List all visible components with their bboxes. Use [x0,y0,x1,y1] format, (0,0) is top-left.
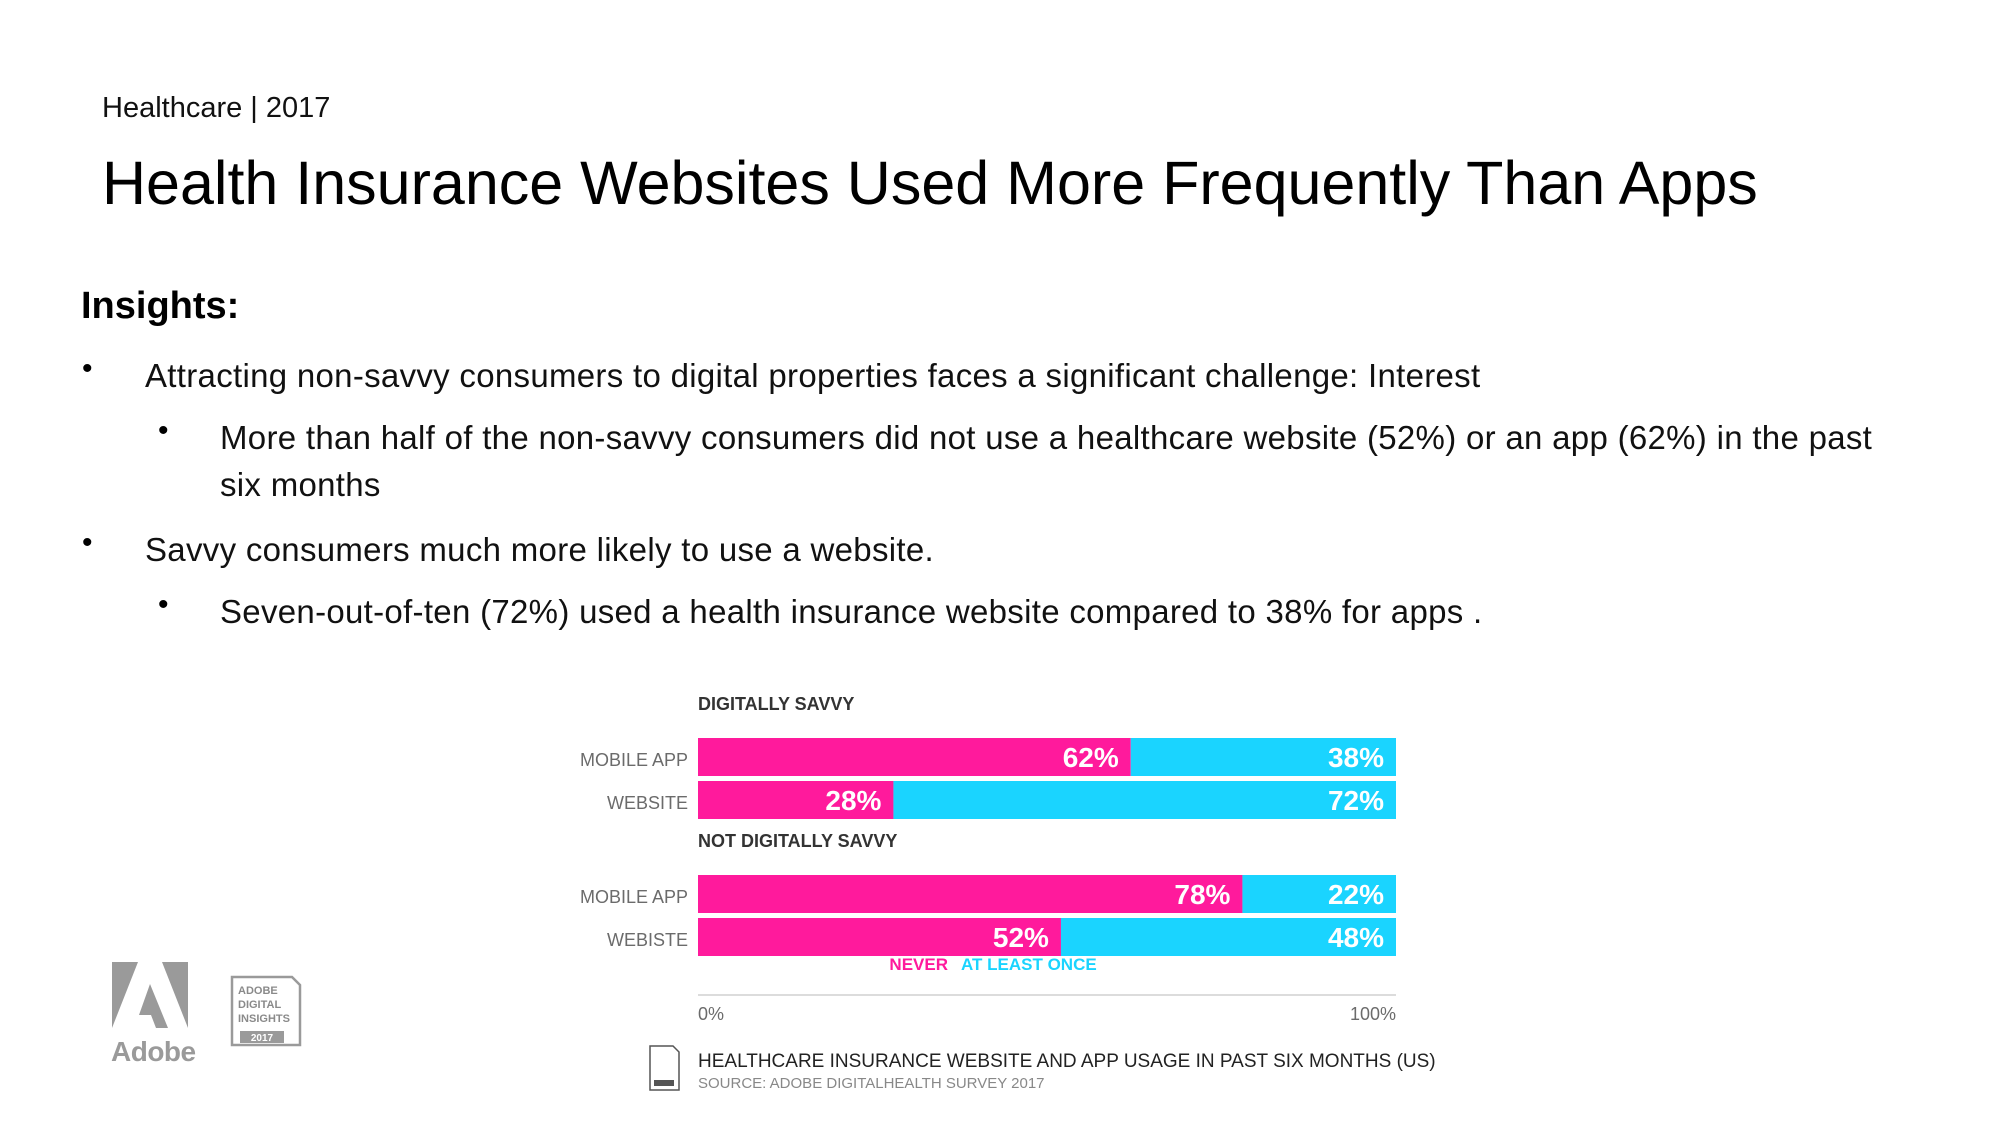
insight-bullet-1: Attracting non-savvy consumers to digita… [145,357,1481,394]
bar-value-label-never: 78% [1174,879,1230,910]
bar-value-label-at-least-once: 72% [1328,785,1384,816]
bar-value-label-never: 28% [825,785,881,816]
badge-text-line: ADOBE [238,985,278,997]
insight-bullet-2: Savvy consumers much more likely to use … [145,531,934,568]
bar-segment-at-least-once [1130,738,1396,776]
bar-segment-never [698,918,1061,956]
insight-sub-bullet-2: Seven-out-of-ten (72%) used a health ins… [220,593,1483,630]
bar-segment-at-least-once [893,781,1396,819]
bar-category-label: WEBISTE [607,930,688,950]
source-badge-icon [649,1045,680,1091]
bar-category-label: WEBSITE [607,793,688,813]
bar-segment-never [698,781,894,819]
bar-category-label: MOBILE APP [580,750,688,770]
bar-value-label-at-least-once: 38% [1328,742,1384,773]
bar-category-label: MOBILE APP [580,887,688,907]
badge-text-line: INSIGHTS [238,1013,290,1025]
bar-segment-at-least-once [1060,918,1396,956]
adobe-logo-icon [112,962,188,1028]
bullet-dot: • [82,526,93,559]
x-tick-label: 100% [1350,1004,1396,1024]
adobe-wordmark: Adobe [111,1036,196,1067]
sub-bullet-dot: • [158,414,169,447]
legend-at-least-once: AT LEAST ONCE [961,955,1097,974]
usage-bar-chart: DIGITALLY SAVVY MOBILE APP 62% 38% WEBSITE 28… [580,694,1436,1092]
bar-value-label-never: 62% [1063,742,1119,773]
bar-value-label-at-least-once: 48% [1328,922,1384,953]
x-tick-label: 0% [698,1004,724,1024]
bar-value-label-never: 52% [993,922,1049,953]
bar-segment-at-least-once [1242,875,1396,913]
bullet-dot: • [82,352,93,385]
chart-group-title: DIGITALLY SAVVY [698,694,854,714]
insight-sub-bullet-1: More than half of the non-savvy consumer… [220,419,1873,503]
source-badge-icon-bar [654,1080,674,1086]
digital-insights-badge-icon: ADOBE DIGITAL INSIGHTS 2017 [230,975,302,1047]
sub-bullet-dot: • [158,588,169,621]
badge-year: 2017 [251,1033,274,1044]
badge-text-line: DIGITAL [238,999,281,1011]
bar-segment-never [698,875,1243,913]
chart-source: SOURCE: ADOBE DIGITALHEALTH SURVEY 2017 [698,1075,1045,1092]
bar-segment-never [698,738,1131,776]
insights-heading: Insights: [81,285,240,327]
chart-group-title: NOT DIGITALLY SAVVY [698,831,897,851]
category-label: Healthcare | 2017 [102,92,331,124]
slide-title: Health Insurance Websites Used More Freq… [102,149,1758,217]
bar-value-label-at-least-once: 22% [1328,879,1384,910]
chart-title: HEALTHCARE INSURANCE WEBSITE AND APP USA… [698,1051,1436,1072]
legend-never: NEVER [889,955,948,974]
